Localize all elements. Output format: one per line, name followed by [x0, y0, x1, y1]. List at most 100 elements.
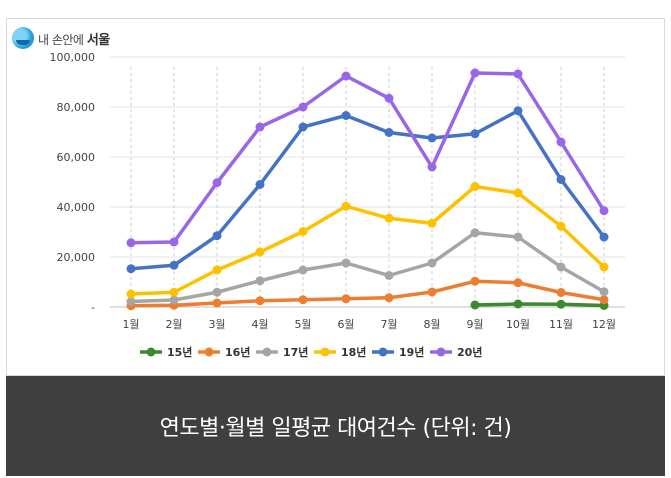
legend-swatch-marker — [262, 347, 272, 357]
data-point-18년-5월 — [298, 227, 308, 236]
x-tick-label: 6월 — [337, 318, 354, 331]
caption-bar: 연도별·월별 일평균 대여건수 (단위: 건) — [6, 376, 665, 476]
legend-label: 18년 — [341, 345, 366, 359]
y-tick-label: 100,000 — [50, 51, 96, 64]
data-point-20년-4월 — [255, 122, 265, 132]
data-point-20년-5월 — [298, 102, 308, 112]
series-line-20년 — [129, 71, 606, 245]
legend-label: 20년 — [457, 345, 482, 359]
x-tick-label: 12월 — [592, 318, 616, 331]
data-point-20년-8월 — [427, 162, 437, 172]
x-tick-label: 1월 — [122, 318, 139, 331]
series-line-19년 — [129, 109, 606, 271]
series-line-16년 — [129, 279, 606, 308]
data-point-16년-9월 — [470, 276, 480, 286]
data-point-19년-11월 — [556, 175, 566, 184]
data-point-19년-10월 — [513, 106, 523, 116]
data-point-18년-11월 — [556, 221, 566, 231]
data-point-17년-12월 — [599, 287, 609, 297]
x-tick-label: 8월 — [423, 318, 440, 331]
data-point-20년-2월 — [169, 237, 179, 247]
data-point-18년-6월 — [341, 201, 351, 211]
data-point-20년-3월 — [212, 178, 222, 188]
legend-swatch-marker — [378, 347, 388, 357]
legend-label: 15년 — [167, 345, 192, 359]
data-point-17년-9월 — [470, 228, 480, 238]
data-point-17년-5월 — [298, 265, 308, 275]
legend-swatch-marker — [204, 347, 214, 357]
legend-label: 17년 — [283, 345, 308, 359]
data-point-18년-4월 — [255, 247, 265, 257]
data-point-17년-7월 — [384, 271, 394, 280]
logo-small-text: 내 손안에 — [38, 32, 84, 47]
seoul-logo-icon — [12, 27, 34, 49]
data-point-19년-1월 — [126, 264, 136, 274]
legend-label: 19년 — [399, 345, 424, 359]
x-tick-label: 5월 — [294, 318, 311, 331]
data-point-19년-6월 — [341, 111, 351, 120]
seoul-logo: 내 손안에 서울 — [12, 27, 110, 49]
data-point-17년-8월 — [427, 258, 437, 268]
legend-swatch-marker — [436, 347, 446, 357]
data-point-18년-1월 — [126, 289, 136, 299]
data-point-18년-2월 — [169, 287, 179, 297]
data-point-17년-3월 — [212, 287, 222, 297]
data-point-20년-6월 — [341, 71, 351, 81]
data-point-20년-1월 — [126, 238, 136, 248]
data-point-19년-5월 — [298, 122, 308, 132]
data-point-15년-10월 — [513, 299, 523, 309]
data-point-16년-4월 — [255, 296, 265, 306]
data-point-17년-1월 — [126, 297, 136, 306]
data-point-16년-11월 — [556, 288, 566, 297]
data-point-20년-11월 — [556, 137, 566, 147]
data-point-20년-9월 — [470, 68, 480, 78]
data-point-15년-11월 — [556, 299, 566, 309]
caption-text: 연도별·월별 일평균 대여건수 (단위: 건) — [159, 416, 512, 441]
y-tick-label: 80,000 — [57, 101, 96, 114]
series-line-15년 — [473, 302, 606, 308]
x-tick-label: 3월 — [208, 318, 225, 331]
data-point-15년-9월 — [470, 300, 480, 310]
data-point-20년-12월 — [599, 206, 609, 216]
data-point-17년-10월 — [513, 232, 523, 242]
data-point-19년-4월 — [255, 180, 265, 189]
data-point-16년-6월 — [341, 294, 351, 304]
data-point-19년-8월 — [427, 133, 437, 143]
logo-big-text: 서울 — [86, 32, 110, 48]
data-point-19년-7월 — [384, 128, 394, 137]
data-point-20년-7월 — [384, 93, 394, 103]
y-tick-label: 40,000 — [57, 201, 96, 214]
chart-card — [6, 18, 665, 376]
data-point-16년-8월 — [427, 287, 437, 297]
data-point-16년-7월 — [384, 293, 394, 303]
x-tick-label: 2월 — [165, 318, 182, 331]
data-point-16년-10월 — [513, 278, 523, 288]
y-tick-label: 20,000 — [57, 251, 96, 264]
x-tick-label: 7월 — [380, 318, 397, 331]
data-point-18년-9월 — [470, 182, 480, 191]
y-tick-label: 60,000 — [57, 151, 96, 164]
series-line-18년 — [129, 184, 606, 296]
data-point-18년-8월 — [427, 218, 437, 228]
data-point-19년-9월 — [470, 129, 480, 139]
data-point-19년-2월 — [169, 260, 179, 270]
legend-swatch-marker — [146, 347, 156, 357]
y-tick-label: - — [91, 301, 95, 314]
data-point-17년-4월 — [255, 276, 265, 286]
data-point-17년-6월 — [341, 258, 351, 268]
data-point-16년-12월 — [599, 295, 609, 305]
data-point-19년-3월 — [212, 231, 222, 241]
data-point-18년-12월 — [599, 262, 609, 272]
data-point-16년-3월 — [212, 298, 222, 308]
data-point-20년-10월 — [513, 69, 523, 79]
legend-label: 16년 — [225, 345, 250, 359]
data-point-17년-2월 — [169, 295, 179, 305]
x-tick-label: 9월 — [466, 318, 483, 331]
data-point-16년-5월 — [298, 295, 308, 305]
x-tick-label: 11월 — [549, 318, 573, 331]
legend-swatch-marker — [320, 347, 330, 357]
data-point-18년-10월 — [513, 188, 523, 198]
series-line-17년 — [129, 231, 606, 304]
x-tick-label: 10월 — [506, 318, 530, 331]
